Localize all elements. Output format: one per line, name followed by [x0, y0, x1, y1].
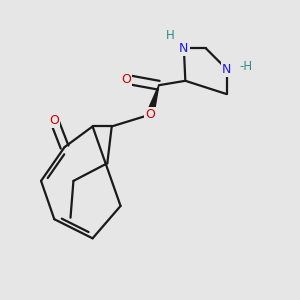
Text: O: O	[145, 108, 155, 121]
Text: O: O	[50, 114, 59, 127]
Text: N: N	[222, 62, 231, 76]
Text: H: H	[166, 29, 175, 42]
Text: -H: -H	[239, 60, 252, 73]
Polygon shape	[146, 85, 159, 116]
Text: N: N	[179, 42, 188, 55]
Text: O: O	[122, 73, 131, 86]
